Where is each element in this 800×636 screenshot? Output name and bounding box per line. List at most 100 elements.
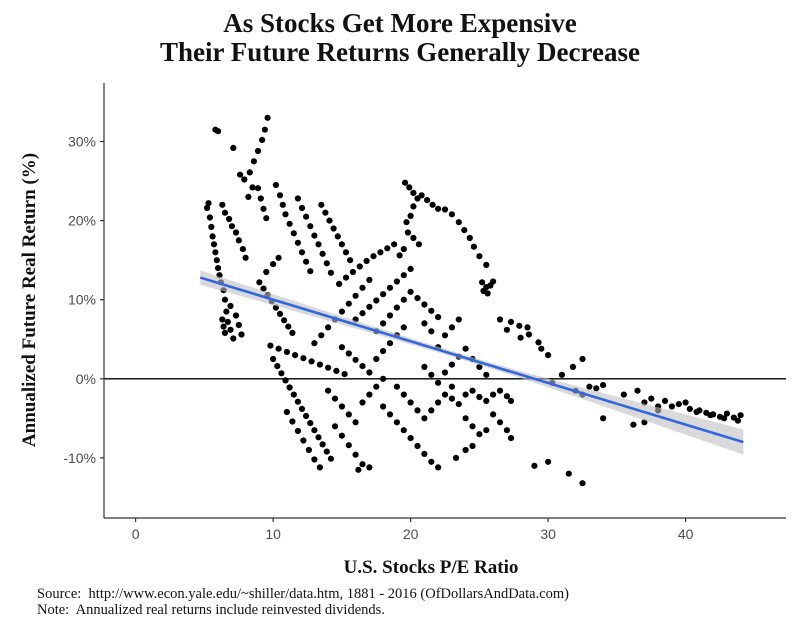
data-point bbox=[226, 215, 233, 223]
data-point bbox=[734, 417, 742, 424]
data-point bbox=[345, 411, 352, 418]
data-point bbox=[721, 415, 728, 422]
data-point bbox=[230, 335, 237, 342]
data-point bbox=[496, 387, 504, 394]
data-point bbox=[319, 441, 326, 448]
data-point bbox=[274, 363, 281, 370]
data-point bbox=[281, 317, 288, 324]
data-point bbox=[338, 403, 345, 410]
data-point bbox=[396, 252, 403, 259]
data-point bbox=[386, 411, 394, 418]
data-point bbox=[270, 355, 277, 363]
data-point bbox=[212, 249, 219, 256]
data-point bbox=[303, 258, 310, 265]
data-point bbox=[300, 437, 307, 444]
data-point bbox=[476, 393, 483, 401]
data-point bbox=[455, 316, 462, 323]
data-point bbox=[400, 272, 407, 279]
x-tick-label: 0 bbox=[132, 526, 140, 542]
data-point bbox=[593, 385, 600, 392]
data-point bbox=[507, 435, 515, 442]
data-point bbox=[586, 383, 593, 390]
data-point bbox=[525, 331, 533, 338]
data-point bbox=[428, 407, 435, 414]
data-point bbox=[249, 184, 256, 191]
data-point bbox=[407, 265, 414, 272]
data-point bbox=[232, 229, 240, 236]
data-point bbox=[330, 225, 337, 232]
data-point bbox=[215, 265, 222, 272]
y-tick-label: 10% bbox=[68, 292, 96, 308]
data-point bbox=[294, 398, 301, 405]
data-point bbox=[342, 249, 350, 256]
data-point bbox=[237, 171, 244, 178]
data-point bbox=[630, 421, 637, 428]
data-point bbox=[205, 200, 212, 207]
data-point bbox=[333, 367, 340, 374]
data-point bbox=[345, 350, 352, 357]
data-point bbox=[245, 193, 252, 200]
data-point bbox=[221, 329, 229, 336]
data-point bbox=[209, 233, 216, 240]
data-point bbox=[469, 423, 476, 430]
data-point bbox=[483, 261, 490, 268]
data-point bbox=[393, 278, 400, 285]
data-point bbox=[210, 241, 218, 248]
data-point bbox=[415, 241, 422, 248]
data-point bbox=[507, 397, 515, 404]
data-point bbox=[377, 249, 384, 256]
data-point bbox=[600, 382, 607, 389]
source-note: Source: http://www.econ.yale.edu/~shille… bbox=[37, 586, 569, 602]
data-point bbox=[283, 348, 290, 355]
axes: -10% 0% 10% 20% 30% 0 10 20 30 40 bbox=[63, 83, 786, 542]
data-point bbox=[250, 158, 257, 165]
data-point bbox=[275, 345, 282, 352]
data-point bbox=[462, 391, 469, 398]
data-point bbox=[289, 329, 296, 336]
data-point bbox=[538, 345, 545, 352]
data-point bbox=[227, 326, 234, 333]
data-point bbox=[276, 192, 284, 199]
data-point bbox=[254, 147, 262, 155]
data-point bbox=[682, 399, 689, 406]
data-point bbox=[238, 331, 245, 338]
data-point bbox=[311, 232, 318, 239]
data-point bbox=[428, 307, 435, 314]
data-point bbox=[407, 288, 414, 295]
data-point bbox=[406, 184, 413, 191]
data-point bbox=[448, 211, 455, 218]
data-point bbox=[323, 448, 330, 455]
data-point bbox=[349, 268, 356, 276]
data-point bbox=[230, 144, 237, 151]
data-point bbox=[373, 383, 380, 390]
data-point bbox=[356, 263, 363, 270]
data-point bbox=[219, 316, 226, 323]
data-point bbox=[723, 410, 731, 417]
data-point bbox=[290, 391, 297, 398]
data-point bbox=[298, 405, 306, 412]
data-point bbox=[503, 393, 510, 400]
data-point bbox=[345, 442, 352, 449]
data-point bbox=[579, 480, 586, 487]
confidence-band bbox=[200, 270, 744, 455]
data-point bbox=[403, 219, 410, 226]
data-point bbox=[380, 320, 387, 327]
data-point bbox=[675, 401, 682, 408]
data-point bbox=[254, 185, 262, 192]
data-point bbox=[315, 434, 322, 441]
data-point bbox=[490, 278, 497, 285]
data-point bbox=[206, 214, 213, 221]
data-point bbox=[400, 246, 407, 253]
data-point bbox=[359, 399, 366, 406]
data-point bbox=[410, 203, 417, 210]
data-point bbox=[285, 323, 292, 330]
data-point bbox=[418, 192, 425, 199]
data-point bbox=[466, 234, 473, 242]
data-point bbox=[461, 227, 468, 234]
data-point bbox=[462, 345, 469, 352]
data-point bbox=[469, 442, 476, 450]
data-point bbox=[307, 268, 314, 275]
data-point bbox=[366, 303, 373, 310]
data-point bbox=[213, 257, 220, 264]
